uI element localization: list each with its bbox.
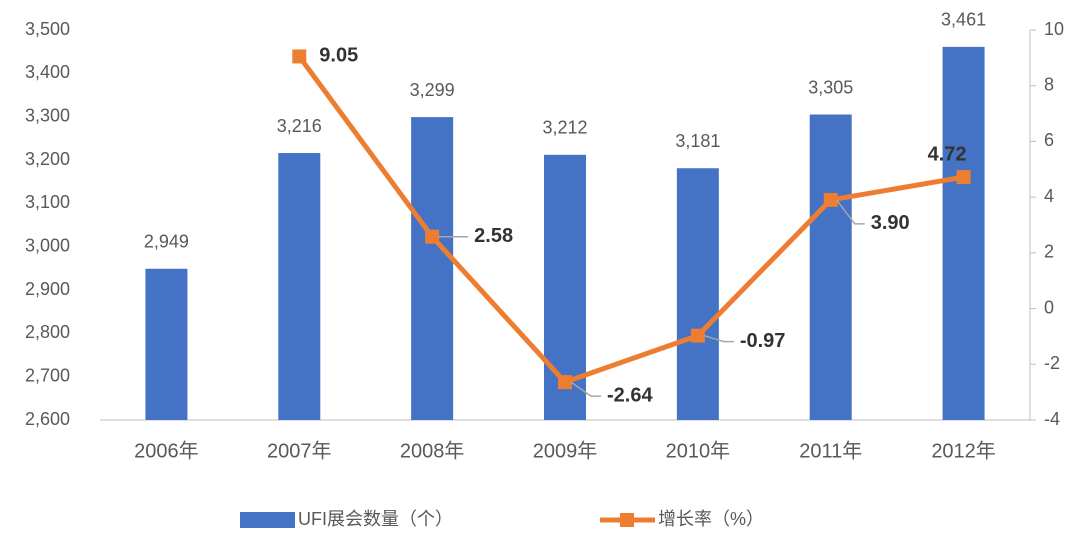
y2-tick-label: 2: [1044, 242, 1054, 262]
line-value-label: 9.05: [319, 45, 358, 67]
bar-value-label: 2,949: [144, 232, 189, 252]
y2-tick-label: 10: [1044, 19, 1064, 39]
y-tick-label: 3,300: [25, 105, 70, 125]
y2-tick-label: 8: [1044, 74, 1054, 94]
legend-swatch: [240, 512, 295, 528]
line-marker: [425, 229, 440, 244]
bar: [676, 168, 719, 420]
x-tick-label: 2012年: [931, 439, 996, 462]
y-tick-label: 3,500: [25, 19, 70, 39]
bar-value-label: 3,305: [808, 77, 853, 97]
y-tick-label: 2,900: [25, 279, 70, 299]
x-tick-label: 2009年: [533, 439, 598, 462]
line-marker: [558, 375, 572, 390]
y-tick-label: 3,000: [25, 235, 70, 255]
line-value-label: -2.64: [607, 384, 653, 406]
line-marker: [956, 170, 971, 185]
bar: [809, 114, 852, 420]
bar-value-label: 3,216: [277, 116, 322, 136]
bar: [411, 117, 454, 420]
x-tick-label: 2008年: [400, 439, 465, 462]
bar: [145, 268, 188, 420]
bar-value-label: 3,212: [542, 118, 587, 138]
bar-value-label: 3,299: [410, 80, 455, 100]
line-value-label: -0.97: [740, 330, 786, 352]
bar-value-label: 3,181: [675, 131, 720, 151]
y-tick-label: 3,400: [25, 62, 70, 82]
x-tick-label: 2011年: [799, 439, 862, 462]
line-marker: [823, 192, 838, 207]
bar: [942, 46, 985, 421]
line-value-label: 4.72: [928, 143, 967, 165]
legend-label: UFI展会数量（个）: [298, 509, 453, 529]
y2-tick-label: 0: [1044, 297, 1054, 317]
leader-line: [836, 199, 865, 225]
y2-tick-label: 6: [1044, 130, 1054, 150]
y2-tick-label: -4: [1044, 409, 1060, 429]
y-tick-label: 2,600: [25, 409, 70, 429]
bar: [278, 153, 321, 421]
line: [297, 54, 964, 385]
y2-tick-label: -2: [1044, 353, 1060, 373]
line-marker: [690, 328, 705, 343]
legend-label: 增长率（%）: [658, 509, 764, 529]
leader-line: [703, 334, 734, 343]
line-value-label: 2.58: [474, 225, 513, 247]
y-tick-label: 2,800: [25, 322, 70, 342]
x-tick-label: 2010年: [666, 439, 731, 462]
y-tick-label: 3,100: [25, 192, 70, 212]
leader-line: [570, 381, 601, 397]
bar-value-label: 3,461: [941, 10, 986, 30]
y-tick-label: 3,200: [25, 149, 70, 169]
x-tick-label: 2006年: [134, 439, 199, 462]
line-marker: [292, 49, 307, 64]
y-tick-label: 2,700: [25, 365, 70, 385]
y2-tick-label: 4: [1044, 186, 1054, 206]
x-tick-label: 2007年: [267, 439, 332, 462]
legend-marker: [620, 513, 634, 527]
line-value-label: 3.90: [871, 212, 910, 234]
